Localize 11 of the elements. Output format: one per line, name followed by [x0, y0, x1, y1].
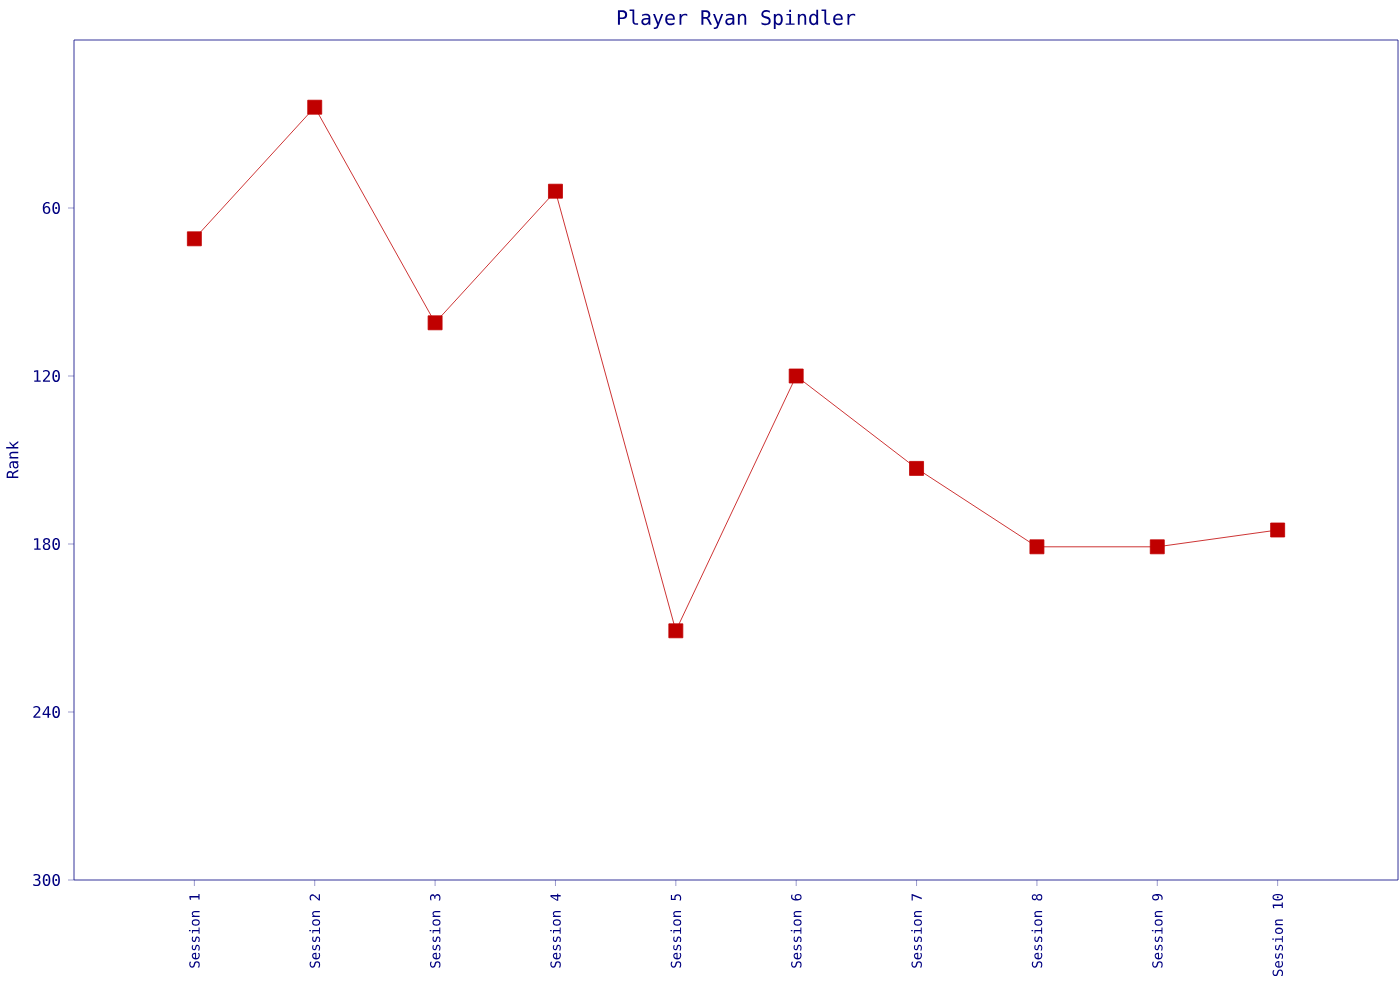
point: [788, 368, 804, 384]
point: [427, 315, 443, 331]
point: [909, 461, 924, 476]
point: [668, 623, 684, 639]
point: [1029, 539, 1045, 555]
point: [548, 183, 563, 199]
point: [186, 231, 202, 247]
point: [1149, 539, 1165, 555]
chart-title: Player Ryan Spindler: [617, 9, 856, 30]
point: [1270, 522, 1286, 538]
point: [307, 99, 323, 115]
